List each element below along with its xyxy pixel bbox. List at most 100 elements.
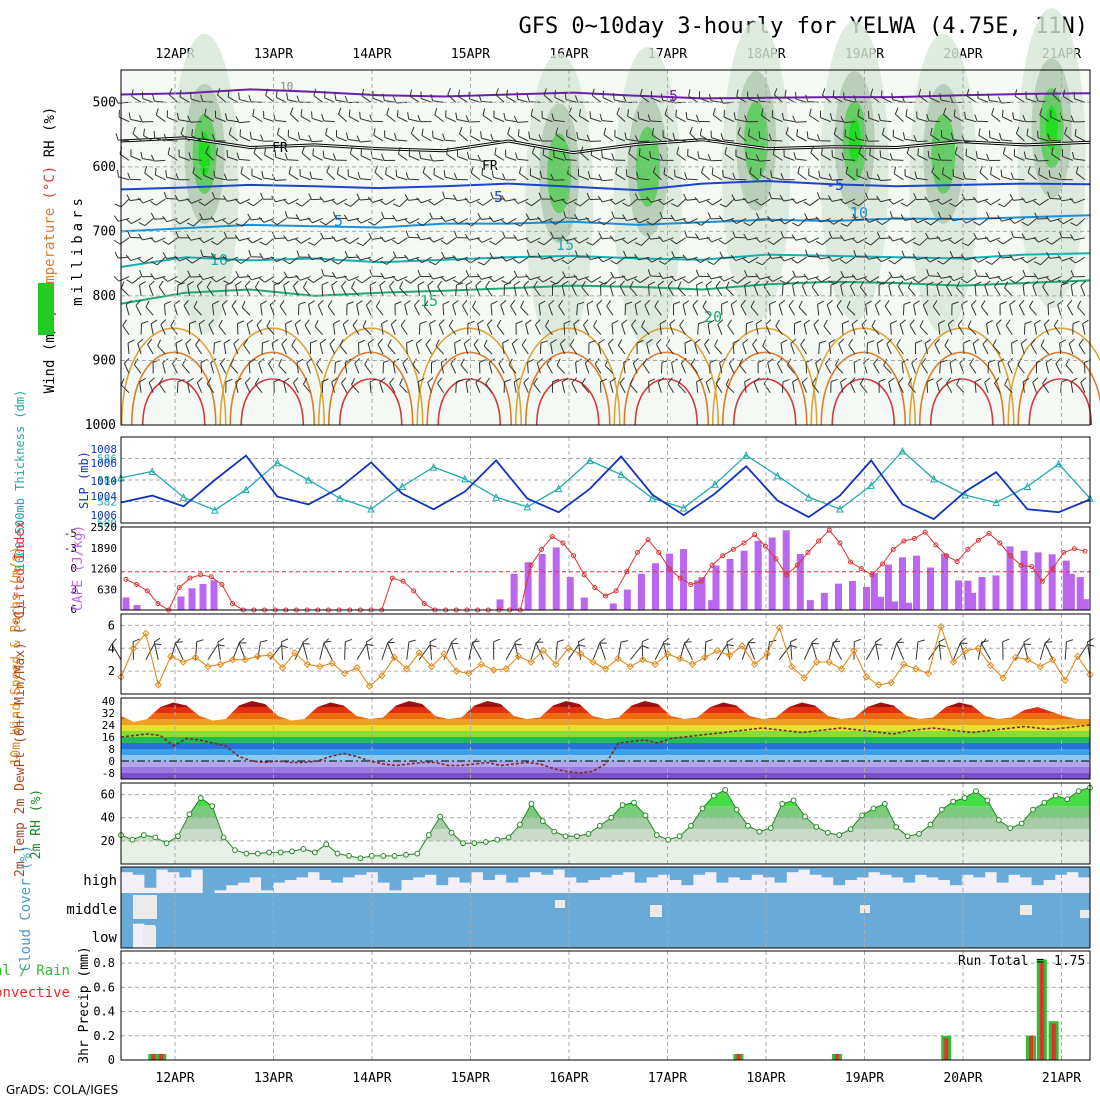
wind-barb-flag	[162, 252, 167, 259]
wind-barb	[202, 137, 214, 142]
cloud-bar-high	[1031, 867, 1044, 886]
wind-barb	[700, 134, 711, 142]
wind-barb	[565, 159, 577, 161]
wind-barb	[469, 135, 481, 142]
wind-barb	[518, 256, 529, 264]
wind-barb-flag	[685, 111, 688, 120]
wind-speed-marker	[303, 660, 312, 668]
wind-barb	[773, 237, 783, 245]
wind-barb	[269, 645, 282, 661]
cloud-bar-middle	[949, 893, 962, 921]
rh-marker	[756, 828, 763, 835]
wind-barb	[781, 381, 784, 393]
wind-barb-flag	[759, 167, 762, 175]
wind-barb-flag	[876, 195, 882, 203]
wind-barb-flag	[936, 260, 944, 265]
wind-barb-flag	[706, 236, 713, 243]
wind-barb	[936, 285, 941, 297]
wind-barb	[928, 198, 940, 203]
wind-barb	[905, 115, 916, 123]
wind-barb-flag	[237, 320, 245, 325]
wind-barb	[555, 133, 565, 142]
cloud-bar-low	[856, 921, 869, 948]
wind-barb-flag	[796, 128, 798, 137]
cloud-bar-low	[202, 921, 215, 948]
wind-barb-flag	[442, 191, 446, 199]
cloud-bar-middle	[599, 893, 612, 921]
wind-barb-flag	[379, 200, 387, 206]
rh-marker	[391, 853, 398, 859]
li-marker	[784, 572, 790, 578]
wind-barb-flag	[985, 260, 993, 265]
wind-barb	[856, 276, 868, 281]
wind-barb	[494, 154, 505, 161]
wind-barb	[409, 155, 420, 161]
wind-barb	[771, 198, 783, 200]
wind-barb-flag	[869, 148, 872, 156]
cloud-bar-middle	[739, 893, 752, 921]
wind-barb-flag	[757, 94, 760, 102]
rh-marker	[893, 824, 900, 830]
wind-barb	[897, 382, 904, 393]
thickness-marker	[304, 475, 313, 484]
wind-barb	[567, 173, 577, 181]
wind-barb	[281, 641, 283, 660]
wind-barb-flag	[597, 195, 603, 203]
wind-barb	[795, 276, 807, 278]
wind-barb-flag	[418, 151, 422, 159]
wind-barb	[565, 99, 577, 103]
wind-barb-flag	[888, 199, 894, 205]
wind-barb-flag	[147, 338, 153, 345]
wind-barb-flag	[888, 235, 894, 242]
wind-barb-flag	[707, 154, 712, 161]
wind-barb	[880, 156, 892, 161]
wind-barb-flag	[205, 146, 209, 153]
wind-barb	[325, 134, 335, 142]
wind-barb	[736, 96, 747, 103]
wind-barb-flag	[816, 134, 821, 141]
wind-barb-flag	[695, 269, 700, 277]
wind-barb-flag	[596, 299, 603, 306]
wind-barb-flag	[597, 256, 604, 263]
wind-barb-flag	[1075, 166, 1079, 174]
wind-barb	[122, 325, 130, 335]
wind-speed-marker	[1049, 656, 1057, 664]
wind-barb-flag	[133, 358, 139, 365]
wind-barb-flag	[585, 217, 592, 223]
wind-barb-flag	[718, 239, 726, 245]
wind-barb	[735, 155, 747, 161]
cape-bar	[698, 577, 706, 610]
wind-barb-flag	[924, 220, 932, 226]
wind-barb-flag	[918, 88, 922, 96]
wind-barb-flag	[127, 230, 131, 238]
wind-barb-flag	[502, 339, 509, 344]
wind-barb-flag	[1014, 89, 1018, 97]
cloud-bar-high	[973, 867, 986, 878]
wind-barb-flag	[537, 241, 545, 246]
wind-barb	[347, 138, 359, 142]
wind-barb-flag	[619, 280, 625, 287]
wind-barb-flag	[463, 338, 470, 344]
wind-barb-flag	[879, 150, 882, 158]
wind-barb	[918, 95, 928, 103]
wind-barb	[1004, 384, 1013, 394]
wind-barb-flag	[631, 319, 637, 326]
wind-barb-flag	[400, 319, 406, 326]
wind-barb-flag	[959, 637, 966, 643]
wind-barb	[899, 323, 904, 335]
wind-barb	[204, 198, 214, 206]
wind-barb	[759, 137, 771, 142]
wind-barb-flag	[671, 203, 678, 208]
dewpoint-line	[120, 724, 1091, 774]
wind-barb-flag	[186, 198, 192, 204]
wind-barb-flag	[419, 320, 427, 325]
cloud-bar-low	[1019, 921, 1032, 948]
wind-barb-flag	[1070, 281, 1078, 286]
wind-barb	[187, 381, 190, 393]
wind-barb-flag	[889, 211, 893, 219]
wind-barb-flag	[636, 339, 644, 344]
rh-marker	[790, 797, 797, 804]
wind-barb-flag	[549, 195, 555, 202]
wind-barb-flag	[488, 358, 496, 364]
wind-barb-flag	[956, 378, 961, 385]
